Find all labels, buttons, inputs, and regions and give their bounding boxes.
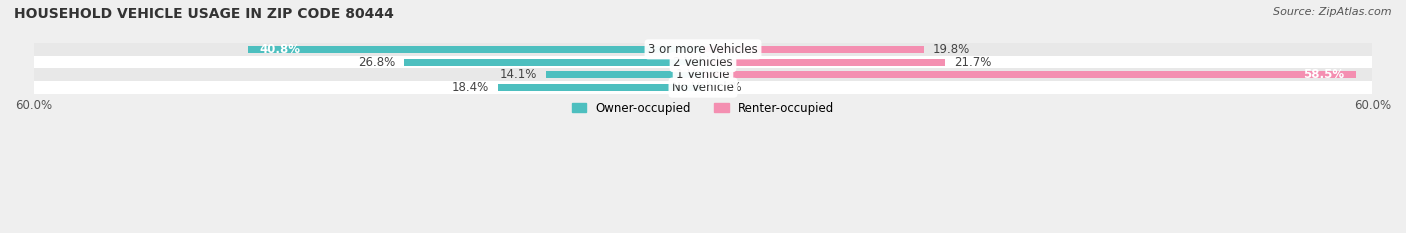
Text: 26.8%: 26.8%	[357, 56, 395, 69]
Text: 18.4%: 18.4%	[451, 81, 489, 94]
Bar	[34, 81, 1372, 94]
Text: 3 or more Vehicles: 3 or more Vehicles	[648, 43, 758, 56]
Text: 58.5%: 58.5%	[1303, 68, 1344, 81]
Bar	[703, 71, 1355, 78]
Text: 21.7%: 21.7%	[955, 56, 991, 69]
Text: 40.8%: 40.8%	[259, 43, 299, 56]
Bar	[404, 59, 703, 66]
Bar	[34, 56, 1372, 69]
Text: 2 Vehicles: 2 Vehicles	[673, 56, 733, 69]
Bar	[247, 46, 703, 53]
Text: Source: ZipAtlas.com: Source: ZipAtlas.com	[1274, 7, 1392, 17]
Bar	[703, 46, 924, 53]
Bar	[498, 84, 703, 91]
Text: 0.0%: 0.0%	[711, 81, 741, 94]
Bar	[34, 43, 1372, 56]
Text: 14.1%: 14.1%	[499, 68, 537, 81]
Text: No Vehicle: No Vehicle	[672, 81, 734, 94]
Text: 1 Vehicle: 1 Vehicle	[676, 68, 730, 81]
Text: 19.8%: 19.8%	[932, 43, 970, 56]
Text: HOUSEHOLD VEHICLE USAGE IN ZIP CODE 80444: HOUSEHOLD VEHICLE USAGE IN ZIP CODE 8044…	[14, 7, 394, 21]
Bar	[546, 71, 703, 78]
Legend: Owner-occupied, Renter-occupied: Owner-occupied, Renter-occupied	[567, 97, 839, 120]
Bar	[34, 69, 1372, 81]
Bar	[703, 59, 945, 66]
